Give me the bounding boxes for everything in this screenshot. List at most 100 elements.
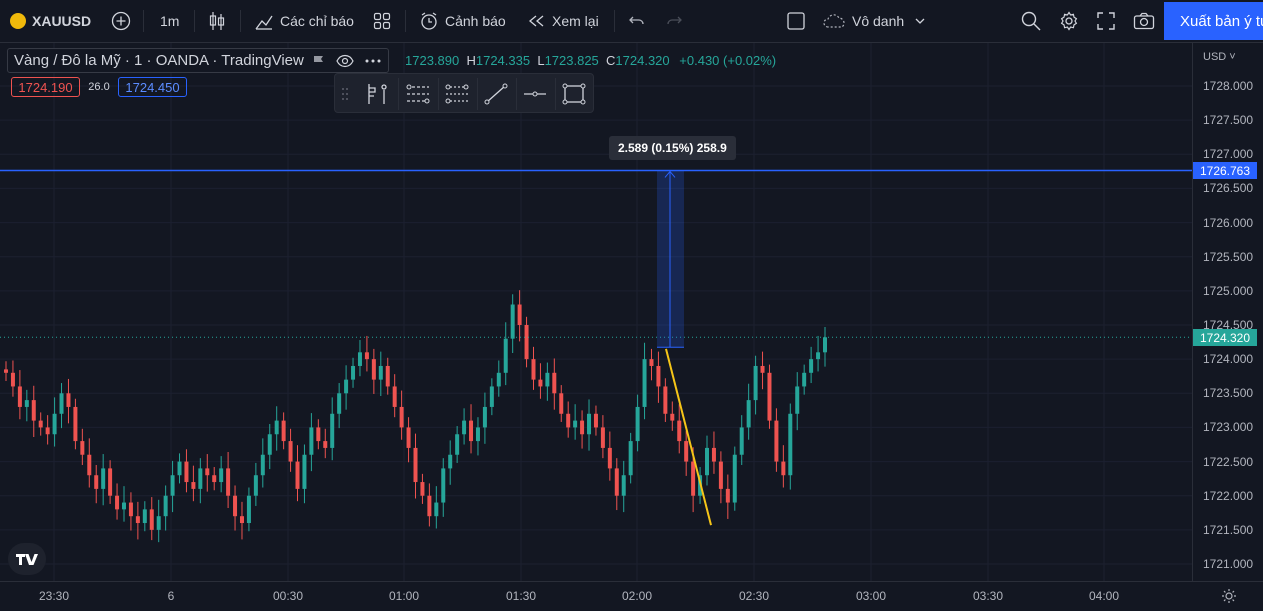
channel-icon xyxy=(406,84,430,104)
candle-body xyxy=(392,386,397,407)
candle-body xyxy=(59,393,64,414)
candle-body xyxy=(177,461,182,476)
candle-body xyxy=(621,475,626,496)
candle-body xyxy=(580,420,585,435)
long-position-tool[interactable] xyxy=(361,78,393,110)
cloud-icon xyxy=(823,14,845,28)
high-key: H xyxy=(462,53,476,68)
flag-icon[interactable] xyxy=(312,54,326,68)
undo-button[interactable] xyxy=(628,0,646,42)
fullscreen-button[interactable] xyxy=(1097,0,1115,42)
publish-idea-button[interactable]: Xuất bản ý tư xyxy=(1164,2,1263,40)
chevron-down-icon: ˅ xyxy=(1226,51,1236,63)
layout-name-button[interactable]: Vô danh xyxy=(822,0,926,42)
candle-body xyxy=(246,495,251,524)
candle-body xyxy=(718,461,723,489)
candle-body xyxy=(121,502,126,510)
interval-button[interactable]: 1m xyxy=(160,13,180,29)
search-button[interactable] xyxy=(1021,0,1041,42)
candle-body xyxy=(66,393,71,407)
fib-retracement-tool[interactable] xyxy=(441,78,473,110)
layout-select-button[interactable] xyxy=(786,0,806,42)
time-tick-label: 23:30 xyxy=(38,589,70,603)
chart-pane[interactable] xyxy=(0,43,1192,581)
settings-button[interactable] xyxy=(1059,0,1079,42)
trend-line-drawing xyxy=(665,348,712,526)
candle-body xyxy=(684,441,689,462)
candle-body xyxy=(475,427,480,442)
candle-body xyxy=(344,379,349,394)
chevron-down-icon xyxy=(915,18,925,24)
plus-circle-icon xyxy=(111,11,131,31)
rectangle-tool[interactable] xyxy=(558,78,590,110)
candle-body xyxy=(531,359,536,380)
templates-button[interactable] xyxy=(373,0,391,42)
close-value: 1724.320 xyxy=(615,53,670,68)
eye-icon[interactable] xyxy=(336,54,354,68)
candle-body xyxy=(149,509,154,530)
price-tick-label: 1721.000 xyxy=(1203,557,1254,571)
replay-button[interactable]: Xem lại xyxy=(528,0,599,42)
drag-handle[interactable] xyxy=(335,78,355,110)
legend-title: Vàng / Đô la Mỹ · 1 · OANDA · TradingVie… xyxy=(14,52,304,69)
candle-body xyxy=(364,352,369,360)
candle-body xyxy=(357,352,362,366)
redo-button[interactable] xyxy=(665,0,683,42)
candle-body xyxy=(52,413,57,435)
horizontal-ray-tool[interactable] xyxy=(519,78,551,110)
buy-price-button[interactable]: 1724.450 xyxy=(118,77,187,97)
candle-body xyxy=(24,400,29,407)
change-value: +0.430 (+0.02%) xyxy=(679,53,777,68)
candle-body xyxy=(219,468,224,483)
price-tick-label: 1723.000 xyxy=(1203,420,1254,435)
candle-body xyxy=(503,338,508,373)
currency-selector[interactable]: USD ˅ xyxy=(1203,51,1236,63)
time-tick-label: 03:00 xyxy=(855,589,887,603)
candle-body xyxy=(802,372,807,387)
candle-body xyxy=(517,304,522,325)
low-key: L xyxy=(533,53,545,68)
candle-body xyxy=(732,454,737,503)
price-range-icon xyxy=(368,84,387,104)
time-axis[interactable]: 23:30 6 00:30 01:00 01:30 02:00 02:30 03:00 03:3… xyxy=(0,581,1263,611)
chart-type-button[interactable] xyxy=(208,0,226,42)
snapshot-button[interactable] xyxy=(1133,0,1155,42)
candle-body xyxy=(607,447,612,469)
undo-icon xyxy=(629,16,644,25)
sun-icon[interactable] xyxy=(1221,588,1237,604)
candle-body xyxy=(781,461,786,476)
trend-line-tool[interactable] xyxy=(480,78,512,110)
fullscreen-icon xyxy=(1097,12,1115,30)
price-tick-label: 1724.000 xyxy=(1203,352,1254,367)
time-tick-label: 02:00 xyxy=(621,589,653,603)
symbol-legend[interactable]: Vàng / Đô la Mỹ · 1 · OANDA · TradingVie… xyxy=(7,48,389,73)
indicators-button[interactable]: Các chỉ báo xyxy=(254,0,354,42)
candle-body xyxy=(142,509,147,524)
measure-arrow-head xyxy=(664,170,676,178)
compare-symbol-button[interactable] xyxy=(111,0,131,42)
candle-body xyxy=(434,502,439,517)
price-axis[interactable]: USD ˅ 1728.000 1727.500 1727.000 1726.500 17… xyxy=(1192,43,1263,581)
time-tick-label: 03:30 xyxy=(972,589,1004,603)
candle-body xyxy=(816,352,821,360)
parallel-channel-tool[interactable] xyxy=(402,78,434,110)
gear-icon xyxy=(1060,11,1078,31)
price-chart[interactable] xyxy=(0,43,1192,581)
drawbar-divider xyxy=(555,78,556,110)
tv-logo-icon xyxy=(16,554,38,565)
price-tick-label: 1727.000 xyxy=(1203,147,1254,162)
candle-body xyxy=(309,427,314,455)
more-options-icon[interactable] xyxy=(364,58,382,64)
candle-body xyxy=(17,386,22,407)
search-icon xyxy=(1021,11,1041,31)
currency-label: USD xyxy=(1203,51,1227,63)
candle-body xyxy=(538,379,543,387)
candle-body xyxy=(642,359,647,407)
candle-body xyxy=(295,461,300,489)
candle-body xyxy=(399,406,404,428)
sell-price-button[interactable]: 1724.190 xyxy=(11,77,80,97)
candle-body xyxy=(760,365,765,373)
symbol-search-button[interactable]: XAUUSD xyxy=(10,0,91,42)
tradingview-logo[interactable] xyxy=(8,543,46,575)
alert-button[interactable]: Cảnh báo xyxy=(419,0,506,42)
